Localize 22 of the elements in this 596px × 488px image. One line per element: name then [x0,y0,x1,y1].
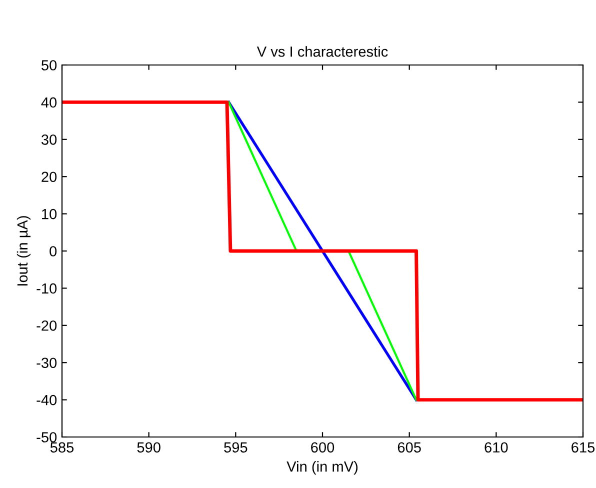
x-axis-title: Vin (in mV) [286,461,358,475]
y-tick-label: 30 [41,134,57,145]
y-tick-label: 50 [42,60,57,70]
y-tick-label: 10 [42,208,57,220]
y-tick-label: -40 [36,394,57,406]
chart-title: V vs I characterestic [256,46,388,57]
x-tick-label: 590 [137,442,160,453]
x-tick-label: 595 [224,442,248,453]
x-tick-label: 605 [398,442,421,453]
y-tick-label: -10 [36,283,57,294]
x-tick-label: 610 [484,442,508,453]
y-tick-label: -50 [36,432,57,442]
y-tick-label: 40 [41,97,57,108]
x-tick-label: 585 [50,442,74,453]
y-tick-label: -20 [36,320,57,331]
y-axis-title: Iout (in µA) [16,216,31,286]
x-tick-label: 600 [311,442,334,453]
y-tick-label: -30 [36,358,57,368]
y-tick-label: 0 [50,246,57,256]
line-series [62,100,583,402]
y-tick-label: 20 [42,172,57,182]
x-tick-label: 615 [572,442,595,453]
